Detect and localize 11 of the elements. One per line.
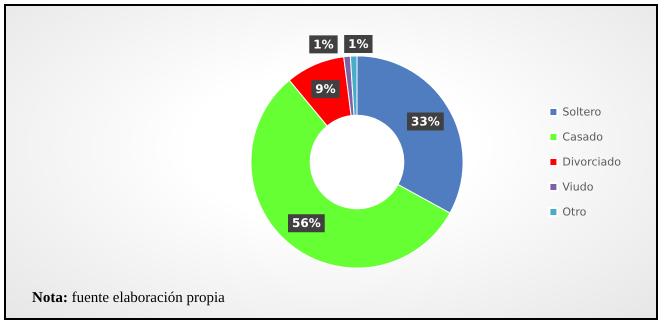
- data-label: 56%: [292, 216, 321, 230]
- data-label: 9%: [315, 82, 336, 96]
- legend-label: Soltero: [562, 106, 602, 118]
- legend-label: Divorciado: [562, 156, 622, 168]
- data-label: 33%: [411, 114, 440, 129]
- legend-label: Otro: [562, 206, 587, 218]
- data-label: 1%: [348, 36, 369, 51]
- data-label: 1%: [313, 37, 334, 52]
- legend-label: Casado: [562, 130, 604, 144]
- text: Nota: fuente elaboración propia: [32, 290, 225, 307]
- legend-label: Viudo: [562, 180, 594, 194]
